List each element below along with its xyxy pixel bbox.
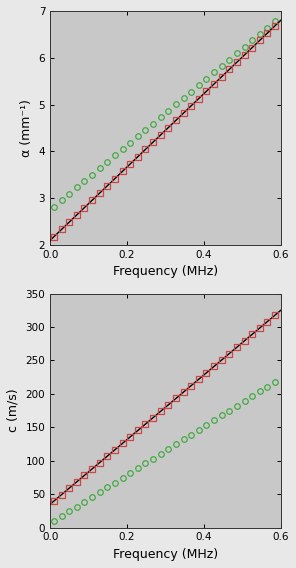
X-axis label: Frequency (MHz): Frequency (MHz) — [113, 548, 218, 561]
Y-axis label: c (m/s): c (m/s) — [7, 389, 20, 432]
Text: (a): (a) — [157, 296, 174, 310]
Y-axis label: α (mm⁻¹): α (mm⁻¹) — [20, 99, 33, 157]
X-axis label: Frequency (MHz): Frequency (MHz) — [113, 265, 218, 278]
